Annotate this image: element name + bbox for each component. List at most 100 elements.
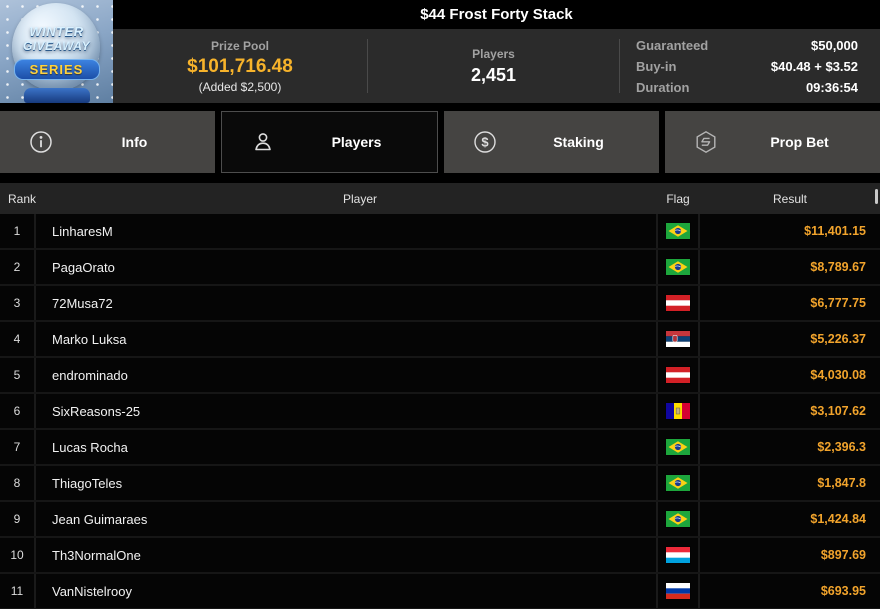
- result-cell: $897.69: [820, 548, 866, 562]
- table-body: 1 LinharesM $11,401.15 2 PagaOrato $8,789.67 3…: [0, 214, 880, 609]
- stats-band: Prize Pool $101,716.48 (Added $2,500) Pl…: [113, 29, 880, 103]
- buyin-value: $40.48 + $3.52: [770, 58, 858, 74]
- duration-row: Duration 09:36:54: [636, 77, 858, 98]
- result-cell: $6,777.75: [810, 296, 866, 310]
- player-cell: endrominado: [52, 367, 128, 383]
- flag-luxembourg-icon: [666, 547, 690, 563]
- table-row[interactable]: 10 Th3NormalOne $897.69: [0, 538, 880, 574]
- tab-label: Players: [331, 134, 382, 150]
- winter-giveaway-series-logo: WINTER GIVEAWAY SERIES: [0, 0, 113, 103]
- flag-austria-icon: [666, 295, 690, 311]
- flag-brazil-icon: [666, 439, 690, 455]
- result-cell: $5,226.37: [810, 332, 866, 346]
- tab-label: Staking: [553, 134, 604, 150]
- result-cell: $693.95: [820, 584, 866, 598]
- rank-cell: 5: [0, 358, 36, 392]
- players-count-section: Players 2,451: [368, 47, 619, 86]
- rank-cell: 8: [0, 466, 36, 500]
- tab-staking[interactable]: $ Staking: [444, 111, 659, 173]
- lobby-header: WINTER GIVEAWAY SERIES $44 Frost Forty S…: [0, 0, 880, 103]
- table-row[interactable]: 6 SixReasons-25 $3,107.62: [0, 394, 880, 430]
- buyin-label: Buy-in: [636, 58, 677, 74]
- dollar-icon: $: [472, 129, 498, 155]
- flag-cell: [656, 286, 700, 320]
- rank-cell: 1: [0, 214, 36, 248]
- column-header-flag[interactable]: Flag: [666, 191, 690, 206]
- column-header-result[interactable]: Result: [772, 191, 807, 206]
- tab-players[interactable]: Players: [221, 111, 438, 173]
- scrollbar-thumb[interactable]: [875, 189, 878, 204]
- rank-cell: 3: [0, 286, 36, 320]
- players-label: Players: [472, 46, 515, 61]
- propbet-icon: [693, 129, 719, 155]
- table-row[interactable]: 1 LinharesM $11,401.15: [0, 214, 880, 250]
- column-header-player[interactable]: Player: [342, 191, 377, 206]
- logo-winter-text: WINTER: [29, 24, 84, 39]
- rank-cell: 11: [0, 574, 36, 608]
- table-row[interactable]: 2 PagaOrato $8,789.67: [0, 250, 880, 286]
- player-cell: Lucas Rocha: [52, 439, 128, 455]
- table-row[interactable]: 9 Jean Guimaraes $1,424.84: [0, 502, 880, 538]
- result-cell: $3,107.62: [810, 404, 866, 418]
- flag-brazil-icon: [666, 511, 690, 527]
- flag-cell: [656, 394, 700, 428]
- guaranteed-row: Guaranteed $50,000: [636, 35, 858, 56]
- guaranteed-value: $50,000: [811, 37, 858, 53]
- flag-cell: [656, 538, 700, 572]
- flag-cell: [656, 358, 700, 392]
- result-cell: $1,424.84: [810, 512, 866, 526]
- column-header-rank[interactable]: Rank: [8, 191, 37, 206]
- table-header: Rank Player Flag Result: [0, 183, 880, 214]
- players-count: 2,451: [470, 64, 517, 85]
- table-row[interactable]: 7 Lucas Rocha $2,396.3: [0, 430, 880, 466]
- player-cell: Th3NormalOne: [52, 547, 141, 563]
- divider: [619, 39, 620, 93]
- table-row[interactable]: 8 ThiagoTeles $1,847.8: [0, 466, 880, 502]
- prize-pool-amount: $101,716.48: [187, 55, 293, 77]
- person-icon: [250, 129, 276, 155]
- tab-bar: Info Players $ Staking Prop Bet: [0, 111, 880, 173]
- buyin-row: Buy-in $40.48 + $3.52: [636, 56, 858, 77]
- result-cell: $8,789.67: [810, 260, 866, 274]
- flag-cell: [656, 430, 700, 464]
- logo-text: WINTER GIVEAWAY SERIES: [0, 24, 113, 80]
- table-row[interactable]: 4 Marko Luksa $5,226.37: [0, 322, 880, 358]
- table-row[interactable]: 11 VanNistelrooy $693.95: [0, 574, 880, 609]
- prize-pool-added: (Added $2,500): [198, 79, 282, 94]
- flag-cell: [656, 466, 700, 500]
- info-icon: [28, 129, 54, 155]
- tab-prop-bet[interactable]: Prop Bet: [665, 111, 880, 173]
- rank-cell: 4: [0, 322, 36, 356]
- header-right: $44 Frost Forty Stack Prize Pool $101,71…: [113, 0, 880, 103]
- table-row[interactable]: 5 endrominado $4,030.08: [0, 358, 880, 394]
- logo-series-banner: SERIES: [13, 59, 100, 80]
- tournament-title: $44 Frost Forty Stack: [420, 6, 573, 23]
- flag-cell: [656, 214, 700, 248]
- player-cell: 72Musa72: [52, 295, 113, 311]
- rank-cell: 9: [0, 502, 36, 536]
- globe-base-decoration: [24, 88, 90, 103]
- rank-cell: 7: [0, 430, 36, 464]
- svg-text:$: $: [481, 135, 489, 150]
- flag-cell: [656, 574, 700, 608]
- tab-label: Prop Bet: [770, 134, 829, 150]
- duration-value: 09:36:54: [805, 79, 858, 95]
- duration-label: Duration: [636, 79, 690, 95]
- tournament-details-section: Guaranteed $50,000 Buy-in $40.48 + $3.52…: [620, 35, 880, 98]
- flag-brazil-icon: [666, 475, 690, 491]
- player-cell: Jean Guimaraes: [52, 511, 148, 527]
- player-cell: SixReasons-25: [52, 403, 141, 419]
- flag-brazil-icon: [666, 259, 690, 275]
- prize-pool-label: Prize Pool: [210, 38, 269, 53]
- result-cell: $1,847.8: [817, 476, 866, 490]
- tab-info[interactable]: Info: [0, 111, 215, 173]
- player-cell: VanNistelrooy: [52, 583, 132, 599]
- result-cell: $4,030.08: [810, 368, 866, 382]
- table-row[interactable]: 3 72Musa72 $6,777.75: [0, 286, 880, 322]
- tab-label: Info: [121, 134, 148, 150]
- divider: [367, 39, 368, 93]
- logo-giveaway-text: GIVEAWAY: [22, 39, 91, 53]
- rank-cell: 2: [0, 250, 36, 284]
- flag-andorra-icon: [666, 403, 690, 419]
